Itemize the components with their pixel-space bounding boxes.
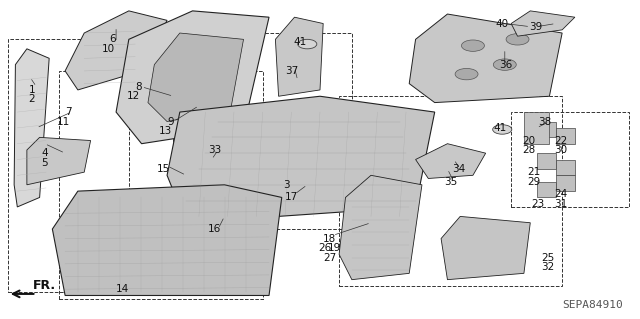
- Bar: [556, 175, 575, 191]
- Text: 32: 32: [541, 262, 555, 272]
- Text: 26: 26: [319, 243, 332, 253]
- Circle shape: [493, 125, 512, 134]
- Text: 29: 29: [527, 177, 540, 187]
- Text: 6: 6: [109, 34, 116, 44]
- Polygon shape: [275, 17, 323, 96]
- Text: 12: 12: [127, 91, 141, 101]
- Text: 1: 1: [29, 85, 35, 95]
- Bar: [537, 182, 556, 197]
- Polygon shape: [441, 216, 531, 280]
- Text: 40: 40: [495, 19, 508, 28]
- Text: 17: 17: [285, 192, 298, 203]
- Text: 7: 7: [65, 107, 72, 117]
- Text: 13: 13: [159, 126, 172, 136]
- Polygon shape: [167, 96, 435, 223]
- Polygon shape: [511, 11, 575, 36]
- Text: 36: 36: [499, 60, 513, 70]
- Polygon shape: [339, 175, 422, 280]
- Text: 20: 20: [522, 136, 536, 145]
- Circle shape: [506, 33, 529, 45]
- Text: 31: 31: [554, 199, 568, 209]
- Text: 37: 37: [285, 66, 298, 76]
- Bar: [556, 128, 575, 144]
- Text: 11: 11: [57, 116, 70, 127]
- Text: 28: 28: [522, 145, 536, 155]
- Text: 18: 18: [323, 234, 336, 243]
- Text: 23: 23: [531, 199, 545, 209]
- Polygon shape: [14, 49, 49, 207]
- Text: 19: 19: [328, 243, 340, 253]
- Polygon shape: [148, 33, 244, 122]
- Text: 15: 15: [157, 164, 170, 174]
- Text: 5: 5: [42, 158, 48, 168]
- Text: 14: 14: [116, 284, 129, 294]
- Text: 30: 30: [554, 145, 568, 155]
- Text: 3: 3: [284, 180, 290, 190]
- Text: 16: 16: [208, 224, 221, 234]
- Circle shape: [493, 59, 516, 70]
- Polygon shape: [52, 185, 282, 295]
- Text: 21: 21: [527, 167, 540, 177]
- Polygon shape: [409, 14, 562, 103]
- Bar: [537, 153, 556, 169]
- Text: 10: 10: [102, 44, 115, 54]
- Circle shape: [298, 39, 317, 49]
- Polygon shape: [116, 11, 269, 144]
- Text: 41: 41: [493, 123, 506, 133]
- Circle shape: [455, 69, 478, 80]
- Text: 2: 2: [29, 94, 35, 104]
- Text: 25: 25: [541, 253, 555, 263]
- Text: SEPA84910: SEPA84910: [562, 300, 623, 310]
- Bar: [173, 33, 352, 229]
- Text: 24: 24: [554, 189, 568, 199]
- Text: 22: 22: [554, 136, 568, 145]
- Bar: [59, 71, 262, 299]
- Bar: [556, 160, 575, 175]
- Text: 8: 8: [135, 82, 141, 92]
- Bar: [537, 122, 556, 137]
- Polygon shape: [415, 144, 486, 178]
- Text: 39: 39: [529, 22, 542, 32]
- Text: 27: 27: [323, 253, 336, 263]
- Text: 4: 4: [42, 148, 48, 158]
- Bar: [8, 39, 129, 292]
- Bar: [339, 96, 562, 286]
- Text: 41: 41: [293, 38, 306, 48]
- Text: 38: 38: [538, 116, 551, 127]
- Circle shape: [461, 40, 484, 51]
- Text: FR.: FR.: [33, 279, 56, 292]
- Bar: [524, 112, 549, 144]
- Text: 9: 9: [167, 116, 173, 127]
- Text: 33: 33: [208, 145, 221, 155]
- Bar: [511, 112, 629, 207]
- Text: 35: 35: [444, 177, 457, 187]
- Polygon shape: [65, 11, 167, 90]
- Text: 34: 34: [452, 164, 465, 174]
- Polygon shape: [27, 137, 91, 185]
